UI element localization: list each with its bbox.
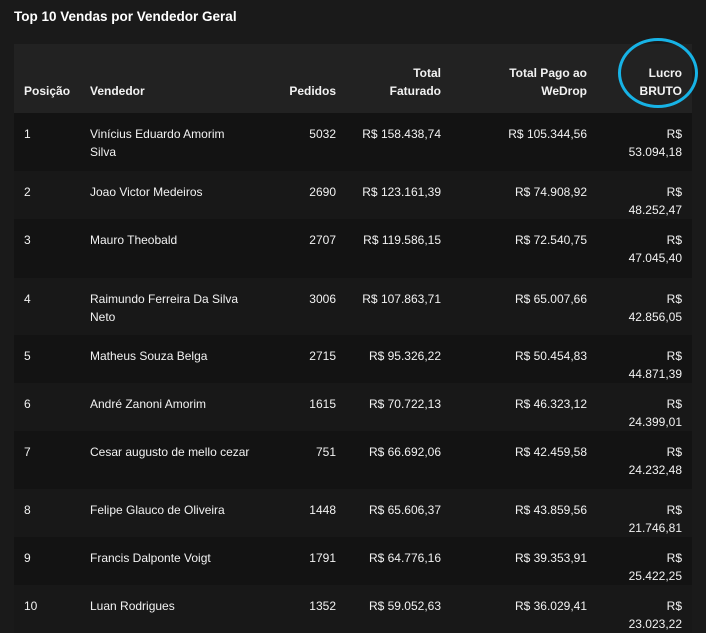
table-row: 9 Francis Dalponte Voigt 1791 R$ 64.776,16 R… (14, 537, 692, 585)
cell-total-faturado: R$ 70.722,13 (346, 383, 451, 431)
column-header-total-faturado[interactable]: Total Faturado (346, 44, 451, 113)
cell-posicao: 2 (14, 171, 80, 219)
cell-total-pago: R$ 50.454,83 (451, 335, 597, 383)
cell-pedidos: 2715 (262, 335, 346, 383)
column-header-vendedor[interactable]: Vendedor (80, 44, 262, 113)
cell-posicao: 1 (14, 113, 80, 171)
cell-lucro: R$ 24.232,48 (597, 431, 692, 489)
cell-posicao: 4 (14, 278, 80, 335)
cell-total-faturado: R$ 119.586,15 (346, 219, 451, 278)
cell-total-pago: R$ 74.908,92 (451, 171, 597, 219)
cell-total-faturado: R$ 95.326,22 (346, 335, 451, 383)
cell-vendedor: Vinícius Eduardo Amorim Silva (80, 113, 262, 171)
cell-posicao: 7 (14, 431, 80, 489)
cell-pedidos: 5032 (262, 113, 346, 171)
cell-posicao: 9 (14, 537, 80, 585)
table-header-row: Posição Vendedor Pedidos Total Faturado … (14, 44, 692, 113)
cell-total-pago: R$ 43.859,56 (451, 489, 597, 537)
table-row: 3 Mauro Theobald 2707 R$ 119.586,15 R$ 72.54… (14, 219, 692, 278)
cell-pedidos: 1352 (262, 585, 346, 633)
column-header-lucro-bruto[interactable]: Lucro BRUTO (597, 44, 692, 113)
cell-total-faturado: R$ 65.606,37 (346, 489, 451, 537)
cell-lucro: R$ 53.094,18 (597, 113, 692, 171)
table-row: 2 Joao Victor Medeiros 2690 R$ 123.161,39 R$… (14, 171, 692, 219)
cell-posicao: 10 (14, 585, 80, 633)
cell-posicao: 3 (14, 219, 80, 278)
cell-total-faturado: R$ 66.692,06 (346, 431, 451, 489)
cell-lucro: R$ 23.023,22 (597, 585, 692, 633)
cell-lucro: R$ 25.422,25 (597, 537, 692, 585)
cell-total-pago: R$ 46.323,12 (451, 383, 597, 431)
cell-vendedor: Mauro Theobald (80, 219, 262, 278)
cell-vendedor: Matheus Souza Belga (80, 335, 262, 383)
cell-pedidos: 2707 (262, 219, 346, 278)
table-row: 1 Vinícius Eduardo Amorim Silva 5032 R$ 158… (14, 113, 692, 171)
cell-lucro: R$ 48.252,47 (597, 171, 692, 219)
cell-lucro: R$ 47.045,40 (597, 219, 692, 278)
cell-vendedor: Francis Dalponte Voigt (80, 537, 262, 585)
cell-pedidos: 751 (262, 431, 346, 489)
cell-total-faturado: R$ 107.863,71 (346, 278, 451, 335)
table-row: 6 André Zanoni Amorim 1615 R$ 70.722,13 R$ 4… (14, 383, 692, 431)
cell-pedidos: 1615 (262, 383, 346, 431)
cell-posicao: 5 (14, 335, 80, 383)
cell-total-faturado: R$ 59.052,63 (346, 585, 451, 633)
cell-lucro: R$ 24.399,01 (597, 383, 692, 431)
table-row: 4 Raimundo Ferreira Da Silva Neto 3006 R$ 1… (14, 278, 692, 335)
table-row: 10 Luan Rodrigues 1352 R$ 59.052,63 R$ 36.02… (14, 585, 692, 633)
cell-vendedor: André Zanoni Amorim (80, 383, 262, 431)
cell-posicao: 8 (14, 489, 80, 537)
column-header-posicao[interactable]: Posição (14, 44, 80, 113)
cell-vendedor: Luan Rodrigues (80, 585, 262, 633)
top-sellers-table: Posição Vendedor Pedidos Total Faturado … (14, 44, 692, 633)
cell-total-faturado: R$ 123.161,39 (346, 171, 451, 219)
cell-lucro: R$ 21.746,81 (597, 489, 692, 537)
cell-total-pago: R$ 39.353,91 (451, 537, 597, 585)
cell-vendedor: Cesar augusto de mello cezar (80, 431, 262, 489)
cell-posicao: 6 (14, 383, 80, 431)
cell-total-faturado: R$ 64.776,16 (346, 537, 451, 585)
cell-total-pago: R$ 72.540,75 (451, 219, 597, 278)
table-row: 5 Matheus Souza Belga 2715 R$ 95.326,22 R$ 5… (14, 335, 692, 383)
cell-lucro: R$ 44.871,39 (597, 335, 692, 383)
cell-total-pago: R$ 42.459,58 (451, 431, 597, 489)
cell-vendedor: Joao Victor Medeiros (80, 171, 262, 219)
column-header-total-pago[interactable]: Total Pago ao WeDrop (451, 44, 597, 113)
table-row: 7 Cesar augusto de mello cezar 751 R$ 66.69… (14, 431, 692, 489)
cell-pedidos: 1791 (262, 537, 346, 585)
cell-pedidos: 1448 (262, 489, 346, 537)
cell-vendedor: Raimundo Ferreira Da Silva Neto (80, 278, 262, 335)
cell-total-pago: R$ 36.029,41 (451, 585, 597, 633)
cell-total-pago: R$ 65.007,66 (451, 278, 597, 335)
cell-total-pago: R$ 105.344,56 (451, 113, 597, 171)
cell-lucro: R$ 42.856,05 (597, 278, 692, 335)
cell-pedidos: 2690 (262, 171, 346, 219)
page-title: Top 10 Vendas por Vendedor Geral (14, 9, 237, 24)
column-header-pedidos[interactable]: Pedidos (262, 44, 346, 113)
cell-pedidos: 3006 (262, 278, 346, 335)
table-row: 8 Felipe Glauco de Oliveira 1448 R$ 65.606,… (14, 489, 692, 537)
cell-total-faturado: R$ 158.438,74 (346, 113, 451, 171)
cell-vendedor: Felipe Glauco de Oliveira (80, 489, 262, 537)
